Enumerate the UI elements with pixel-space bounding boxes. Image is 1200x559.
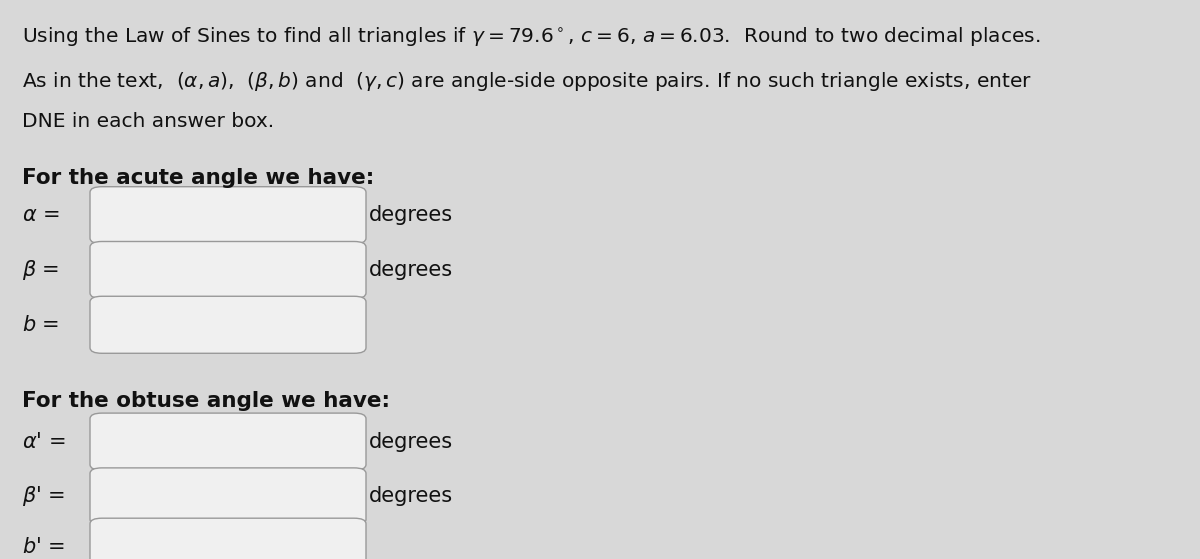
Text: degrees: degrees bbox=[368, 486, 452, 506]
Text: As in the text,  $(\alpha, a)$,  $(\beta, b)$ and  $(\gamma, c)$ are angle-side : As in the text, $(\alpha, a)$, $(\beta, … bbox=[22, 70, 1032, 93]
Text: degrees: degrees bbox=[368, 260, 452, 280]
Text: $\alpha$ =: $\alpha$ = bbox=[22, 205, 59, 225]
Text: degrees: degrees bbox=[368, 432, 452, 452]
Text: For the obtuse angle we have:: For the obtuse angle we have: bbox=[22, 391, 390, 411]
Text: $\alpha$' =: $\alpha$' = bbox=[22, 432, 65, 452]
Text: Using the Law of Sines to find all triangles if $\gamma = 79.6^\circ$, $c = 6$, : Using the Law of Sines to find all trian… bbox=[22, 25, 1040, 48]
FancyBboxPatch shape bbox=[90, 518, 366, 559]
FancyBboxPatch shape bbox=[90, 241, 366, 299]
FancyBboxPatch shape bbox=[90, 187, 366, 244]
Text: For the acute angle we have:: For the acute angle we have: bbox=[22, 168, 374, 188]
Text: $\beta$' =: $\beta$' = bbox=[22, 485, 65, 508]
Text: $b$ =: $b$ = bbox=[22, 315, 59, 335]
Text: DNE in each answer box.: DNE in each answer box. bbox=[22, 112, 274, 131]
FancyBboxPatch shape bbox=[90, 413, 366, 470]
Text: $\beta$ =: $\beta$ = bbox=[22, 258, 59, 282]
Text: degrees: degrees bbox=[368, 205, 452, 225]
FancyBboxPatch shape bbox=[90, 296, 366, 353]
Text: $b$' =: $b$' = bbox=[22, 537, 65, 557]
FancyBboxPatch shape bbox=[90, 468, 366, 525]
